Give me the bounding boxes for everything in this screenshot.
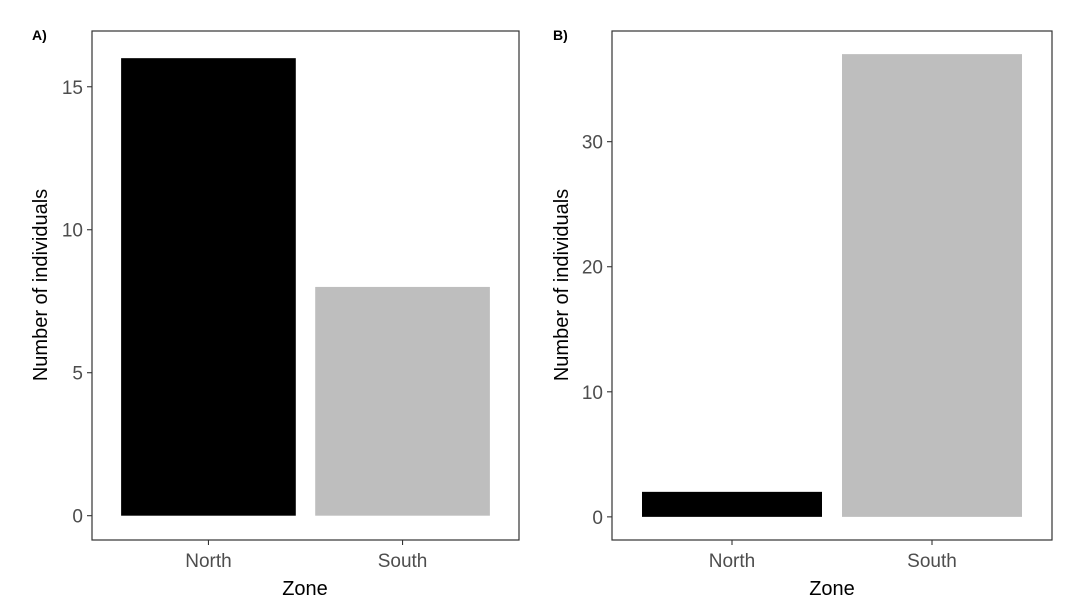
x-tick-label-north-b: North — [709, 551, 755, 572]
y-axis-title-a: Number of individuals — [30, 189, 52, 381]
x-tick-label-south-a: South — [378, 551, 428, 572]
y-tick-label-a: 10 — [62, 221, 83, 242]
chart-panel-a: A) Zone Number of individuals 0 5 10 15 Nort… — [0, 0, 530, 610]
chart-panel-b: B) Zone Number of individuals 0 10 20 30 Nor… — [530, 0, 1071, 610]
x-tick-label-north-a: North — [185, 551, 231, 572]
x-axis-title-a: Zone — [282, 578, 328, 600]
chart-a-svg: A) Zone Number of individuals 0 5 10 15 Nort… — [30, 27, 520, 600]
bar-south-a — [315, 286, 490, 516]
y-tick-label-b: 30 — [582, 133, 603, 154]
bar-north-a — [121, 58, 296, 516]
y-tick-label-b: 0 — [592, 508, 603, 529]
chart-b-svg: B) Zone Number of individuals 0 10 20 30 Nor… — [551, 27, 1053, 600]
y-axis-title-b: Number of individuals — [551, 189, 573, 381]
y-tick-label-b: 10 — [582, 383, 603, 404]
y-tick-label-a: 0 — [72, 507, 83, 528]
panel-label-a: A) — [32, 27, 47, 43]
y-tick-label-b: 20 — [582, 258, 603, 279]
plot-frame-b — [611, 30, 1053, 541]
y-tick-label-a: 15 — [62, 78, 83, 99]
y-tick-label-a: 5 — [72, 364, 83, 385]
plot-frame-a — [91, 30, 520, 541]
x-axis-title-b: Zone — [809, 578, 855, 600]
bar-north-b — [642, 491, 822, 517]
panel-label-b: B) — [553, 27, 568, 43]
bar-south-b — [842, 54, 1022, 517]
x-tick-label-south-b: South — [907, 551, 957, 572]
